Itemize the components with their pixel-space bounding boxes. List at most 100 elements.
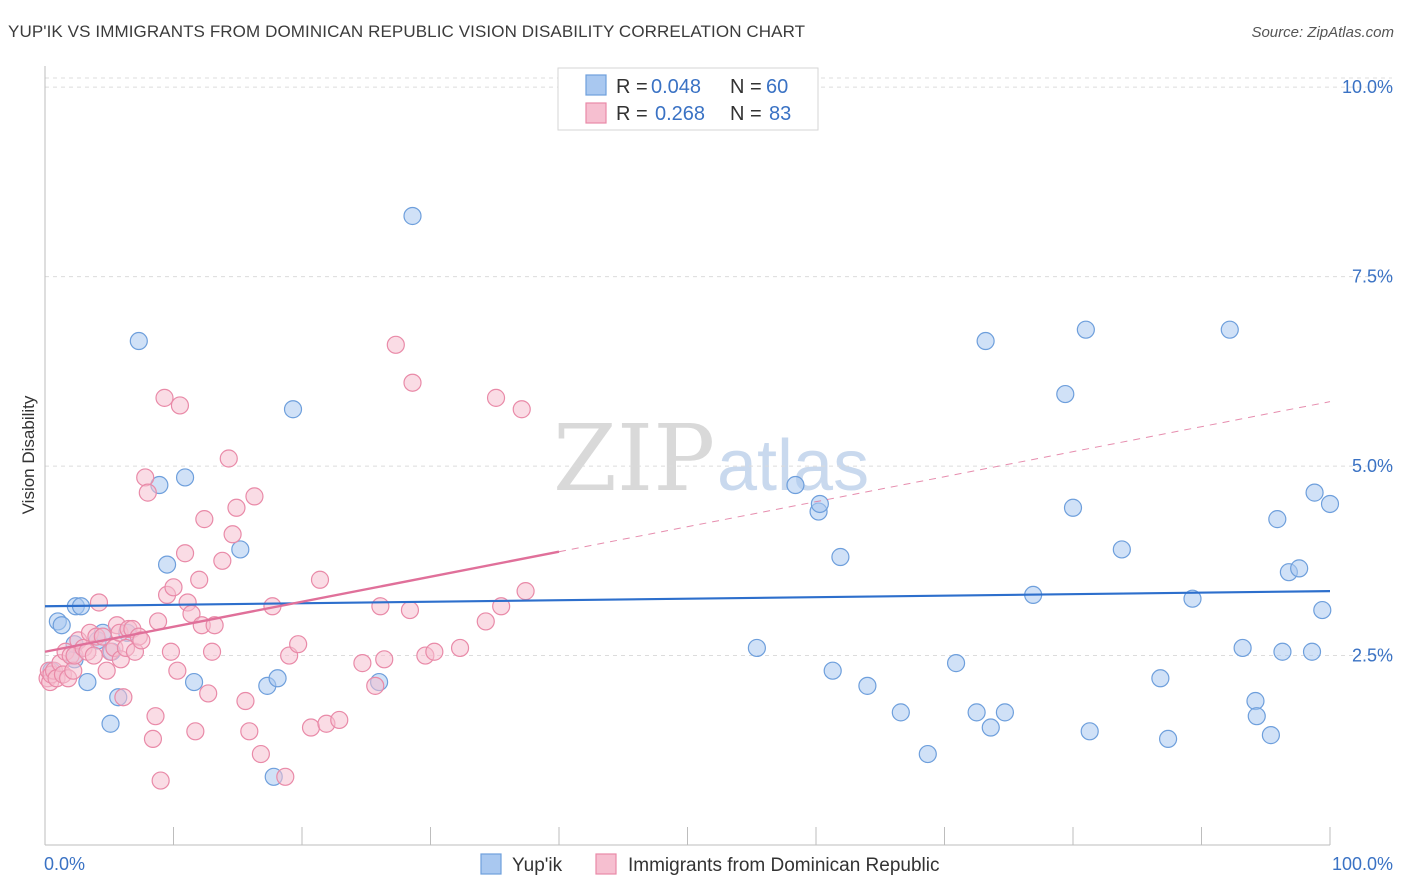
point-dominican-57 [219, 449, 238, 468]
point-yupik-57 [1290, 559, 1309, 578]
watermark: ZIP atlas [553, 405, 869, 512]
point-yupik-2 [52, 616, 71, 635]
point-dominican-58 [223, 525, 242, 544]
point-dominican-68 [301, 718, 321, 737]
point-dominican-27 [114, 688, 133, 707]
point-yupik-37 [976, 331, 995, 351]
point-dominican-17 [84, 646, 103, 665]
point-dominican-71 [330, 710, 349, 730]
point-yupik-50 [1233, 638, 1252, 658]
point-yupik-45 [1112, 540, 1131, 559]
point-yupik-31 [831, 547, 850, 567]
gridlines [45, 77, 1392, 657]
point-dominican-73 [366, 676, 385, 695]
point-dominican-82 [476, 612, 495, 631]
point-dominican-21 [97, 661, 116, 680]
point-dominican-76 [386, 335, 405, 354]
point-dominican-50 [190, 570, 209, 589]
point-dominican-74 [371, 597, 390, 616]
x-tick-labels: 0.0% 100.0% [44, 854, 1393, 874]
legend-swatch-dominican [585, 102, 607, 124]
point-yupik-30 [823, 661, 842, 680]
legend-r-label-yupik: R = [616, 76, 648, 98]
point-yupik-33 [891, 703, 910, 722]
point-dominican-86 [516, 582, 535, 601]
point-dominican-46 [175, 544, 195, 563]
y-tick-label-1: 5.0% [1352, 456, 1393, 476]
trend-line-dominican-solid [44, 550, 560, 653]
point-yupik-29 [810, 494, 829, 514]
point-yupik-16 [157, 555, 177, 574]
point-yupik-39 [995, 703, 1014, 722]
point-yupik-41 [1056, 384, 1075, 404]
point-dominican-62 [245, 487, 264, 506]
point-dominican-52 [195, 510, 214, 529]
point-yupik-26 [747, 638, 766, 658]
point-yupik-38 [981, 718, 1000, 737]
bottom-legend-label-yupik: Yup'ik [512, 855, 563, 876]
point-dominican-69 [310, 570, 330, 589]
chart-title: YUP'IK VS IMMIGRANTS FROM DOMINICAN REPU… [8, 22, 806, 41]
point-dominican-42 [161, 642, 181, 661]
point-yupik-34 [918, 744, 937, 764]
y-tick-labels: 2.5% 5.0% 7.5% 10.0% [1342, 77, 1393, 665]
legend-r-value-yupik: 0.048 [651, 76, 701, 98]
y-axis-title: Vision Disability [19, 395, 38, 514]
series-legend: Yup'ik Immigrants from Dominican Republi… [480, 853, 940, 876]
trend-lines [44, 401, 1331, 653]
bottom-legend-swatch-dominican [595, 853, 617, 875]
point-dominican-45 [170, 396, 190, 415]
point-yupik-42 [1063, 498, 1083, 517]
correlation-legend: R = 0.048 N = 60 R = 0.268 N = 83 [557, 67, 819, 131]
point-yupik-49 [1220, 320, 1239, 339]
point-yupik-52 [1247, 707, 1266, 726]
point-yupik-23 [283, 400, 303, 419]
point-dominican-55 [205, 616, 224, 635]
point-yupik-25 [403, 206, 422, 226]
point-yupik-58 [1302, 642, 1322, 661]
point-dominican-56 [213, 551, 232, 570]
point-dominican-53 [199, 684, 218, 703]
legend-n-value-yupik: 60 [766, 76, 788, 98]
point-dominican-80 [425, 642, 444, 661]
point-dominican-36 [143, 729, 163, 749]
point-yupik-44 [1080, 722, 1099, 741]
y-tick-label-0: 2.5% [1352, 646, 1393, 666]
point-yupik-61 [1320, 494, 1340, 514]
point-dominican-43 [164, 578, 183, 597]
point-yupik-27 [786, 475, 805, 495]
bottom-legend-swatch-yupik [480, 853, 502, 875]
point-dominican-61 [240, 722, 259, 741]
point-dominican-75 [375, 650, 394, 669]
chart-source: Source: ZipAtlas.com [1251, 24, 1394, 41]
trend-line-yupik [44, 590, 1331, 608]
point-yupik-35 [946, 654, 966, 673]
point-dominican-37 [146, 707, 165, 726]
point-dominican-59 [227, 498, 246, 517]
point-yupik-10 [101, 714, 120, 733]
point-yupik-51 [1246, 691, 1265, 711]
point-yupik-43 [1076, 320, 1095, 339]
point-yupik-46 [1151, 669, 1170, 688]
legend-n-value-dominican: 83 [769, 103, 791, 125]
legend-swatch-yupik [585, 74, 607, 96]
point-yupik-53 [1261, 726, 1280, 745]
x-tick-label-min: 0.0% [44, 854, 85, 874]
point-dominican-19 [89, 593, 109, 612]
point-dominican-63 [251, 744, 270, 764]
point-dominican-77 [400, 600, 420, 620]
point-yupik-47 [1158, 729, 1178, 749]
point-dominican-65 [276, 767, 295, 786]
point-dominican-78 [403, 373, 422, 392]
point-dominican-35 [138, 483, 157, 502]
y-tick-label-2: 7.5% [1352, 267, 1393, 287]
point-dominican-40 [155, 388, 174, 407]
point-yupik-17 [175, 468, 195, 487]
trend-line-dominican-dashed [558, 401, 1331, 553]
point-yupik-54 [1268, 510, 1287, 529]
bottom-legend-label-dominican: Immigrants from Dominican Republic [628, 855, 940, 876]
point-dominican-34 [136, 468, 155, 487]
series-dominican-points [38, 335, 535, 790]
point-dominican-72 [353, 654, 372, 673]
